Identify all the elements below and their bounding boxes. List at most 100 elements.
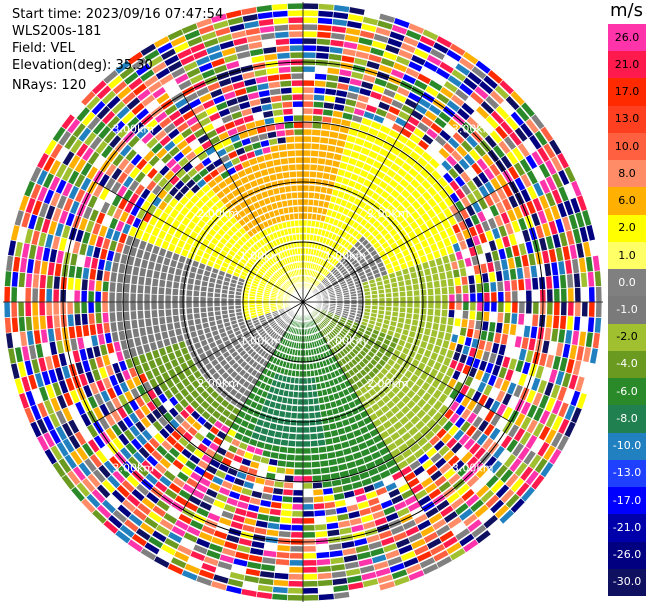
velocity-gate	[281, 164, 290, 172]
velocity-gate	[291, 510, 304, 518]
velocity-gate	[585, 331, 594, 349]
velocity-gate	[302, 9, 319, 17]
velocity-gate	[325, 521, 340, 531]
velocity-gate	[313, 93, 326, 102]
velocity-gate	[151, 277, 160, 288]
velocity-gate	[286, 199, 294, 207]
velocity-gate	[131, 265, 140, 277]
velocity-gate	[504, 290, 512, 303]
velocity-gate	[559, 315, 567, 330]
velocity-gate	[115, 311, 124, 322]
velocity-gate	[273, 165, 283, 174]
velocity-gate	[309, 432, 318, 441]
velocity-gate	[268, 137, 279, 146]
velocity-gate	[378, 297, 386, 303]
velocity-gate	[94, 312, 103, 325]
velocity-gate	[318, 452, 329, 461]
velocity-gate	[550, 261, 559, 277]
velocity-gate	[90, 256, 99, 270]
velocity-gate	[594, 270, 602, 287]
velocity-gate	[560, 287, 568, 303]
velocity-gate	[69, 337, 79, 352]
velocity-gate	[171, 308, 180, 317]
velocity-gate	[315, 45, 331, 53]
velocity-gate	[453, 317, 462, 328]
velocity-gate	[323, 501, 336, 510]
velocity-gate	[282, 107, 294, 116]
velocity-gate	[302, 184, 310, 192]
velocity-gate	[39, 315, 47, 330]
velocity-gate	[115, 282, 124, 293]
velocity-gate	[180, 320, 188, 329]
velocity-gate	[302, 440, 311, 448]
velocity-gate	[11, 271, 19, 288]
velocity-gate	[574, 287, 582, 303]
velocity-gate	[419, 282, 427, 290]
velocity-gate	[131, 327, 140, 339]
velocity-gate	[594, 317, 602, 334]
velocity-gate	[468, 283, 477, 294]
velocity-gate	[265, 528, 280, 538]
velocity-gate	[73, 289, 81, 303]
velocity-gate	[280, 93, 293, 102]
velocity-gate	[333, 591, 351, 600]
velocity-gate	[489, 311, 498, 323]
velocity-gate	[253, 68, 268, 78]
velocity-gate	[433, 315, 441, 324]
velocity-gate	[257, 89, 271, 98]
velocity-gate	[277, 143, 288, 152]
velocity-gate	[433, 287, 442, 296]
velocity-gate	[273, 572, 290, 580]
velocity-gate	[310, 149, 320, 158]
velocity-gate	[314, 66, 328, 74]
velocity-gate	[483, 291, 491, 303]
velocity-gate	[312, 488, 324, 497]
velocity-gate	[17, 301, 25, 318]
velocity-gate	[150, 293, 158, 303]
velocity-gate	[80, 301, 88, 314]
velocity-gate	[329, 39, 345, 48]
velocity-gate	[587, 271, 595, 288]
velocity-gate	[595, 301, 603, 318]
velocity-gate	[272, 487, 284, 496]
velocity-gate	[337, 75, 351, 85]
velocity-gate	[129, 283, 138, 294]
velocity-gate	[293, 475, 304, 483]
velocity-gate	[4, 317, 12, 334]
velocity-gate	[4, 270, 12, 287]
velocity-gate	[314, 72, 328, 81]
velocity-gate	[273, 24, 290, 32]
velocity-gate	[502, 269, 511, 282]
velocity-gate	[330, 563, 346, 572]
velocity-gate	[439, 278, 448, 288]
velocity-gate	[256, 11, 274, 20]
velocity-gate	[267, 515, 281, 524]
velocity-gate	[307, 198, 315, 206]
velocity-gate	[287, 580, 304, 588]
velocity-gate	[452, 325, 461, 336]
velocity-gate	[5, 332, 14, 350]
velocity-gate	[289, 552, 304, 560]
velocity-gate	[592, 332, 601, 350]
velocity-gate	[392, 296, 400, 303]
velocity-gate	[284, 128, 295, 137]
velocity-gate	[308, 405, 315, 413]
velocity-gate	[323, 101, 335, 110]
velocity-gate	[338, 526, 353, 536]
velocity-gate	[463, 256, 473, 268]
velocity-gate	[143, 309, 152, 319]
velocity-gate	[274, 31, 290, 39]
velocity-gate	[19, 257, 28, 274]
velocity-gate	[199, 301, 207, 308]
velocity-gate	[102, 270, 111, 282]
velocity-gate	[302, 128, 313, 136]
velocity-gate	[83, 255, 93, 269]
velocity-gate	[122, 292, 130, 303]
velocity-gate	[262, 485, 274, 494]
velocity-gate	[136, 284, 145, 294]
velocity-gate	[490, 291, 498, 303]
velocity-gate	[271, 494, 283, 503]
velocity-gate	[261, 556, 277, 565]
velocity-gate	[427, 301, 435, 310]
velocity-gate	[25, 272, 33, 289]
